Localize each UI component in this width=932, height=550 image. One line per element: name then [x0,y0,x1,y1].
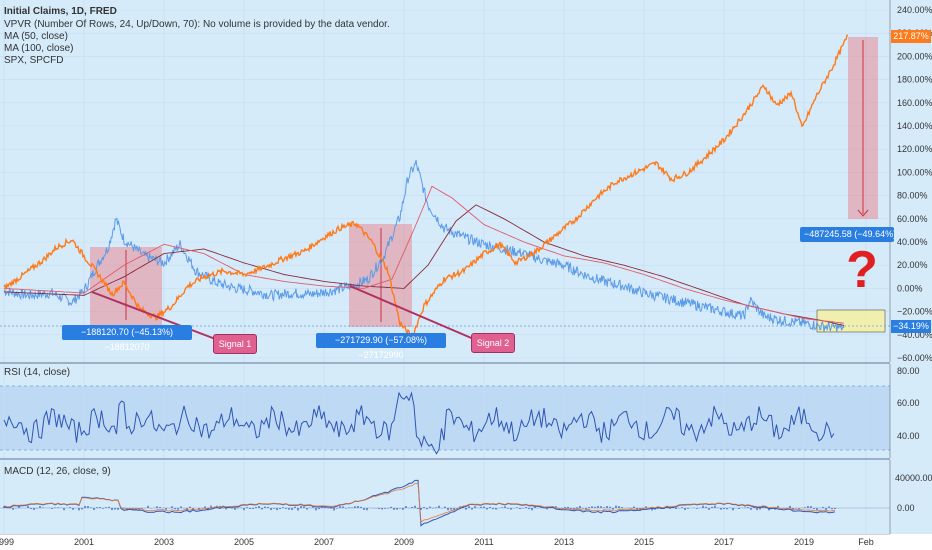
y-tick-label: 100.00% [897,167,932,177]
rsi-title: RSI (14, close) [4,367,71,378]
x-tick-label: 2011 [474,537,493,547]
measure-label-2: −271729.90 (−57.08%) −27172990 [316,333,446,360]
macd-grid [3,460,867,534]
macd-tick-40000: 40000.00 [895,473,932,483]
series-ma100-line [3,204,845,326]
x-tick-label: 2017 [714,537,734,547]
x-tick-label: 2013 [554,537,574,547]
rsi-pane[interactable]: 80.00 60.00 40.00 [0,364,932,458]
y-tick-label: 240.00% [897,5,932,15]
rsi-tick-60: 60.00 [897,398,920,408]
arrow-head-3 [857,209,869,217]
y-tick-label: 200.00% [897,51,932,61]
macd-signal-line [3,483,836,523]
x-tick-label: 2003 [154,537,174,547]
y-tick-label: 140.00% [897,121,932,131]
y-tick-label: −60.00% [897,353,932,362]
signal-1-pointer [91,291,219,341]
y-tick-label: 80.00% [897,191,928,201]
main-price-pane[interactable]: 240.00%220.00%200.00%180.00%160.00%140.0… [0,0,932,362]
macd-pane[interactable]: 40000.00 0.00 [0,460,932,534]
macd-background [0,460,890,534]
price-tag-claims: −34.19% [891,320,931,333]
measure-label-3: −487245.58 (−49.64%) −48 [800,227,894,242]
rsi-band [0,386,890,450]
x-tick-label: 2007 [314,537,334,547]
y-tick-label: 20.00% [897,260,928,270]
rsi-line [3,391,835,455]
measure-label-1: −188120.70 (−45.13%) −18812070 [62,325,192,352]
time-axis[interactable]: 1999 2001 2003 2005 2007 2009 2011 2013 2015 2017… [0,534,932,550]
question-mark: ? [846,241,878,299]
rsi-tick-40: 40.00 [897,431,920,441]
series-ma50-line [3,185,845,324]
y-tick-label: 160.00% [897,98,932,108]
y-tick-label: 60.00% [897,214,928,224]
y-tick-label: −40.00% [897,330,932,340]
legend-ma50[interactable]: MA (50, close) [4,31,68,42]
pane-divider-1[interactable] [0,362,890,364]
time-axis-background [0,534,932,550]
legend-spx[interactable]: SPX, SPCFD [4,55,64,66]
y-tick-label: 40.00% [897,237,928,247]
y-tick-label: 120.00% [897,144,932,154]
rsi-tick-80: 80.00 [897,366,920,376]
x-tick-label: 2005 [234,537,254,547]
y-tick-label: −20.00% [897,307,932,317]
pane-divider-2[interactable] [0,458,890,460]
x-tick-label: 2015 [634,537,654,547]
series-claims-line [3,159,845,333]
price-tag-spx: 217.87% [891,30,931,43]
legend-ma100[interactable]: MA (100, close) [4,43,74,54]
y-tick-label: 0.00% [897,283,923,293]
signal-1-badge[interactable]: Signal 1 [213,334,257,354]
chart-title: Initial Claims, 1D, FRED [4,6,117,17]
x-tick-label: 2001 [74,537,94,547]
macd-tick-0: 0.00 [897,503,915,513]
signal-2-badge[interactable]: Signal 2 [471,333,515,353]
signal-2-pointer [349,285,477,341]
y-tick-label: 180.00% [897,75,932,85]
legend-vpvr[interactable]: VPVR (Number Of Rows, 24, Up/Down, 70): … [4,19,390,30]
x-tick-label: Feb [858,537,874,547]
macd-title: MACD (12, 26, close, 9) [4,466,111,477]
x-axis-ticks: 1999 2001 2003 2005 2007 2009 2011 2013 2015 2017… [0,537,874,547]
x-tick-label: 1999 [0,537,14,547]
x-tick-label: 2009 [394,537,414,547]
y-axis-ticks: 240.00%220.00%200.00%180.00%160.00%140.0… [897,5,932,362]
x-tick-label: 2019 [794,537,814,547]
rsi-grid [3,364,867,458]
